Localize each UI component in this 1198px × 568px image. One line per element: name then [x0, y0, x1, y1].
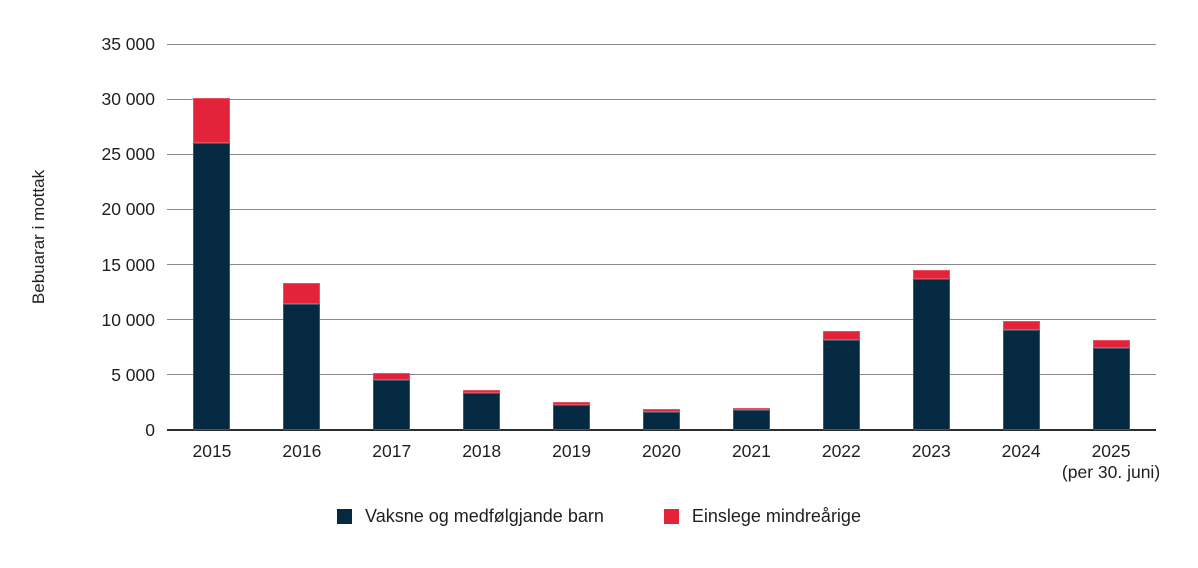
bar-segment-adults-2024 — [1002, 330, 1040, 430]
bar-segment-adults-2017 — [373, 380, 411, 430]
bar-segment-adults-2019 — [553, 405, 591, 430]
x-label-year: 2017 — [372, 441, 412, 461]
bar-segment-adults-2018 — [463, 393, 501, 430]
grid-line-5000 — [167, 374, 1156, 376]
x-label-year: 2020 — [642, 441, 681, 461]
bar-segment-minors-2017 — [373, 373, 411, 380]
bar-segment-minors-2023 — [912, 270, 950, 279]
y-tick-label-0: 0 — [145, 420, 155, 440]
y-tick-label-30000: 30 000 — [101, 89, 155, 110]
legend-item-minors: Einslege mindreårige — [663, 506, 861, 527]
y-tick-label-20000: 20 000 — [101, 199, 155, 220]
bar-segment-adults-2015 — [193, 143, 231, 430]
x-label-year: 2016 — [282, 441, 322, 461]
bar-2022 — [822, 331, 860, 430]
y-tick-label-10000: 10 000 — [101, 309, 155, 330]
bar-segment-minors-2022 — [822, 331, 860, 340]
bar-2020 — [643, 409, 680, 430]
legend-swatch-minors — [663, 509, 679, 524]
bar-2019 — [553, 402, 591, 430]
bar-segment-adults-2020 — [643, 412, 680, 430]
y-tick-label-25000: 25 000 — [101, 144, 155, 165]
x-label-2017: 2017 — [327, 441, 457, 462]
bar-2025 — [1092, 340, 1130, 430]
bar-segment-adults-2025 — [1092, 348, 1130, 430]
x-axis-line — [167, 429, 1156, 431]
plot-area — [167, 43, 1156, 431]
y-tick-label-5000: 5 000 — [111, 364, 155, 385]
grid-line-25000 — [167, 153, 1156, 155]
bar-2021 — [732, 408, 770, 430]
bar-segment-adults-2021 — [732, 410, 770, 430]
bar-2018 — [463, 390, 501, 430]
y-tick-label-15000: 15 000 — [101, 254, 155, 275]
bar-2024 — [1002, 321, 1040, 430]
x-label-2025: 2025 (per 30. juni) — [1046, 441, 1176, 483]
bar-segment-minors-2024 — [1002, 321, 1040, 330]
y-tick-label-35000: 35 000 — [101, 34, 155, 54]
x-label-year: 2023 — [911, 441, 951, 461]
bar-segment-minors-2025 — [1092, 340, 1130, 348]
bar-2023 — [912, 270, 950, 430]
x-label-2023: 2023 — [866, 441, 996, 462]
grid-line-30000 — [167, 98, 1156, 100]
legend-item-adults: Vaksne og medfølgjande barn — [337, 506, 604, 527]
bar-2017 — [373, 373, 411, 430]
bar-segment-minors-2021 — [732, 408, 770, 410]
x-label-2016: 2016 — [237, 441, 367, 462]
bar-segment-adults-2016 — [283, 304, 321, 430]
x-label-2019: 2019 — [507, 441, 637, 462]
bar-2016 — [283, 283, 321, 430]
x-label-2018: 2018 — [417, 441, 547, 462]
x-label-year: 2015 — [192, 441, 232, 461]
x-label-note: (per 30. juni) — [1061, 462, 1161, 482]
y-axis-title: Bebuarar i mottak — [29, 169, 48, 305]
grid-line-10000 — [167, 319, 1156, 321]
bar-segment-minors-2016 — [283, 283, 321, 304]
x-label-year: 2019 — [552, 441, 592, 461]
x-label-year: 2022 — [821, 441, 861, 461]
grid-line-35000 — [167, 43, 1156, 45]
legend-swatch-adults — [337, 509, 353, 524]
bar-2015 — [193, 98, 231, 430]
x-label-year: 2021 — [731, 441, 771, 461]
x-label-2024: 2024 — [956, 441, 1086, 462]
bar-segment-minors-2020 — [643, 409, 680, 412]
x-label-year: 2025 — [1091, 441, 1131, 461]
bar-segment-adults-2022 — [822, 340, 860, 430]
bar-segment-minors-2019 — [553, 402, 591, 405]
x-label-2015: 2015 — [147, 441, 277, 462]
x-label-year: 2024 — [1001, 441, 1041, 461]
grid-line-20000 — [167, 208, 1156, 210]
bar-segment-minors-2015 — [193, 98, 231, 143]
x-label-2020: 2020 — [597, 441, 727, 462]
bar-segment-minors-2018 — [463, 390, 501, 393]
bar-segment-adults-2023 — [912, 279, 950, 430]
legend: Vaksne og medfølgjande barn Einslege min… — [0, 506, 1198, 527]
legend-label-minors: Einslege mindreårige — [691, 506, 861, 526]
grid-line-15000 — [167, 264, 1156, 266]
x-label-2022: 2022 — [776, 441, 906, 462]
x-label-year: 2018 — [462, 441, 502, 461]
legend-label-adults: Vaksne og medfølgjande barn — [365, 506, 604, 526]
x-label-2021: 2021 — [686, 441, 816, 462]
